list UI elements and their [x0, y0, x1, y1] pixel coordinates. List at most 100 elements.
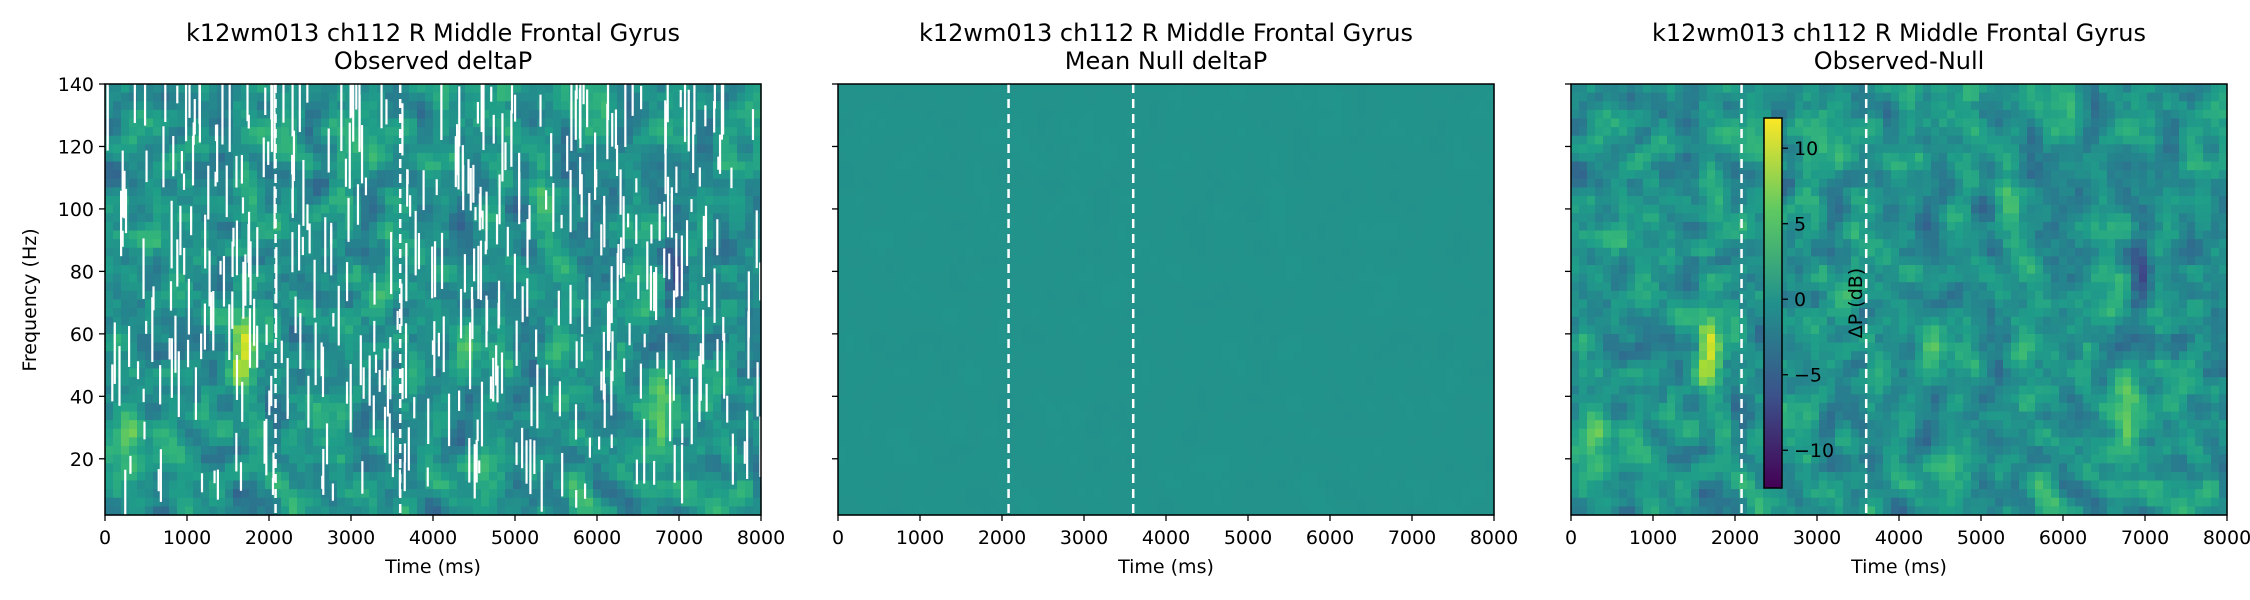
heatmap-cell	[297, 377, 306, 387]
masked-cell	[475, 439, 478, 483]
heatmap-cell	[609, 471, 618, 482]
heatmap-cell	[665, 213, 674, 223]
heatmap-cell	[425, 135, 434, 145]
heatmap-cell	[393, 411, 402, 421]
heatmap-cell	[433, 144, 442, 154]
masked-cell	[497, 280, 501, 325]
heatmap-cell	[273, 187, 282, 197]
masked-cell	[622, 263, 626, 277]
heatmap-cell	[393, 265, 402, 275]
heatmap-cell	[305, 109, 314, 120]
heatmap-cell	[321, 428, 330, 439]
heatmap-cell	[169, 187, 178, 197]
masked-cell	[216, 124, 219, 183]
heatmap-cell	[385, 152, 394, 163]
heatmap-cell	[353, 247, 362, 257]
heatmap-cell	[465, 196, 474, 206]
heatmap-cell	[657, 239, 666, 249]
heatmap-cell	[513, 135, 522, 145]
heatmap-cell	[1414, 109, 1423, 120]
heatmap-cell	[697, 299, 706, 309]
heatmap-cell	[297, 101, 306, 111]
heatmap-cell	[273, 489, 282, 499]
heatmap-cell	[1166, 101, 1175, 111]
heatmap-cell	[481, 221, 490, 232]
heatmap-cell	[705, 377, 714, 387]
heatmap-cell	[721, 127, 730, 137]
heatmap-cell	[201, 497, 210, 507]
heatmap-cell	[497, 118, 506, 128]
heatmap-cell	[697, 101, 706, 111]
masked-cell	[690, 199, 693, 213]
heatmap-cell	[193, 273, 202, 283]
heatmap-cell	[569, 463, 578, 473]
heatmap-cell	[673, 385, 682, 395]
heatmap-cell	[345, 290, 354, 301]
heatmap-cell	[1174, 101, 1183, 111]
heatmap-cell	[657, 178, 666, 189]
heatmap-cell	[505, 127, 514, 137]
masked-cell	[730, 167, 733, 189]
heatmap-cell	[353, 308, 362, 318]
heatmap-cell	[553, 135, 562, 145]
masked-cell	[698, 167, 701, 187]
heatmap-cell	[177, 316, 186, 326]
heatmap-cell	[737, 325, 746, 335]
masked-cell	[433, 241, 437, 298]
heatmap-cell	[225, 213, 234, 223]
heatmap-cell	[753, 454, 762, 464]
heatmap-cell	[105, 428, 114, 439]
heatmap-cell	[1086, 118, 1095, 128]
heatmap-cell	[545, 359, 554, 370]
heatmap-cell	[217, 109, 226, 120]
heatmap-cell	[401, 144, 410, 154]
heatmap-cell	[241, 221, 250, 232]
heatmap-cell	[297, 428, 306, 439]
heatmap-cell	[113, 282, 122, 292]
heatmap-cell	[705, 170, 714, 180]
heatmap-cell	[185, 342, 194, 352]
heatmap-cell	[257, 204, 266, 214]
heatmap-cell	[657, 135, 666, 145]
heatmap-cell	[449, 161, 458, 171]
heatmap-cell	[361, 394, 370, 404]
panel1-mask	[106, 84, 763, 515]
heatmap-cell	[633, 299, 642, 309]
heatmap-cell	[401, 506, 410, 516]
heatmap-cell	[161, 351, 170, 361]
heatmap-cell	[745, 385, 754, 395]
heatmap-cell	[177, 420, 186, 430]
heatmap-cell	[241, 420, 250, 430]
heatmap-cell	[657, 446, 666, 456]
heatmap-cell	[305, 144, 314, 154]
heatmap-cell	[113, 213, 122, 223]
heatmap-cell	[265, 420, 274, 430]
heatmap-cell	[489, 84, 498, 94]
heatmap-cell	[569, 351, 578, 361]
masked-cell	[270, 375, 273, 407]
heatmap-cell	[958, 127, 967, 137]
heatmap-cell	[633, 170, 642, 180]
heatmap-cell	[665, 454, 674, 464]
heatmap-cell	[161, 290, 170, 301]
heatmap-cell	[441, 127, 450, 137]
heatmap-cell	[593, 127, 602, 137]
heatmap-cell	[113, 265, 122, 275]
heatmap-cell	[321, 273, 330, 283]
heatmap-cell	[257, 333, 266, 344]
heatmap-cell	[441, 351, 450, 361]
heatmap-cell	[169, 471, 178, 482]
heatmap-cell	[862, 84, 871, 94]
masked-cell	[583, 483, 587, 499]
heatmap-cell	[737, 471, 746, 482]
heatmap-cell	[169, 446, 178, 456]
heatmap-cell	[1246, 92, 1255, 102]
heatmap-cell	[145, 368, 154, 378]
heatmap-cell	[169, 489, 178, 499]
heatmap-cell	[633, 118, 642, 128]
masked-cell	[569, 284, 572, 324]
heatmap-cell	[497, 84, 506, 94]
heatmap-cell	[569, 471, 578, 482]
heatmap-cell	[657, 377, 666, 387]
heatmap-cell	[137, 359, 146, 370]
